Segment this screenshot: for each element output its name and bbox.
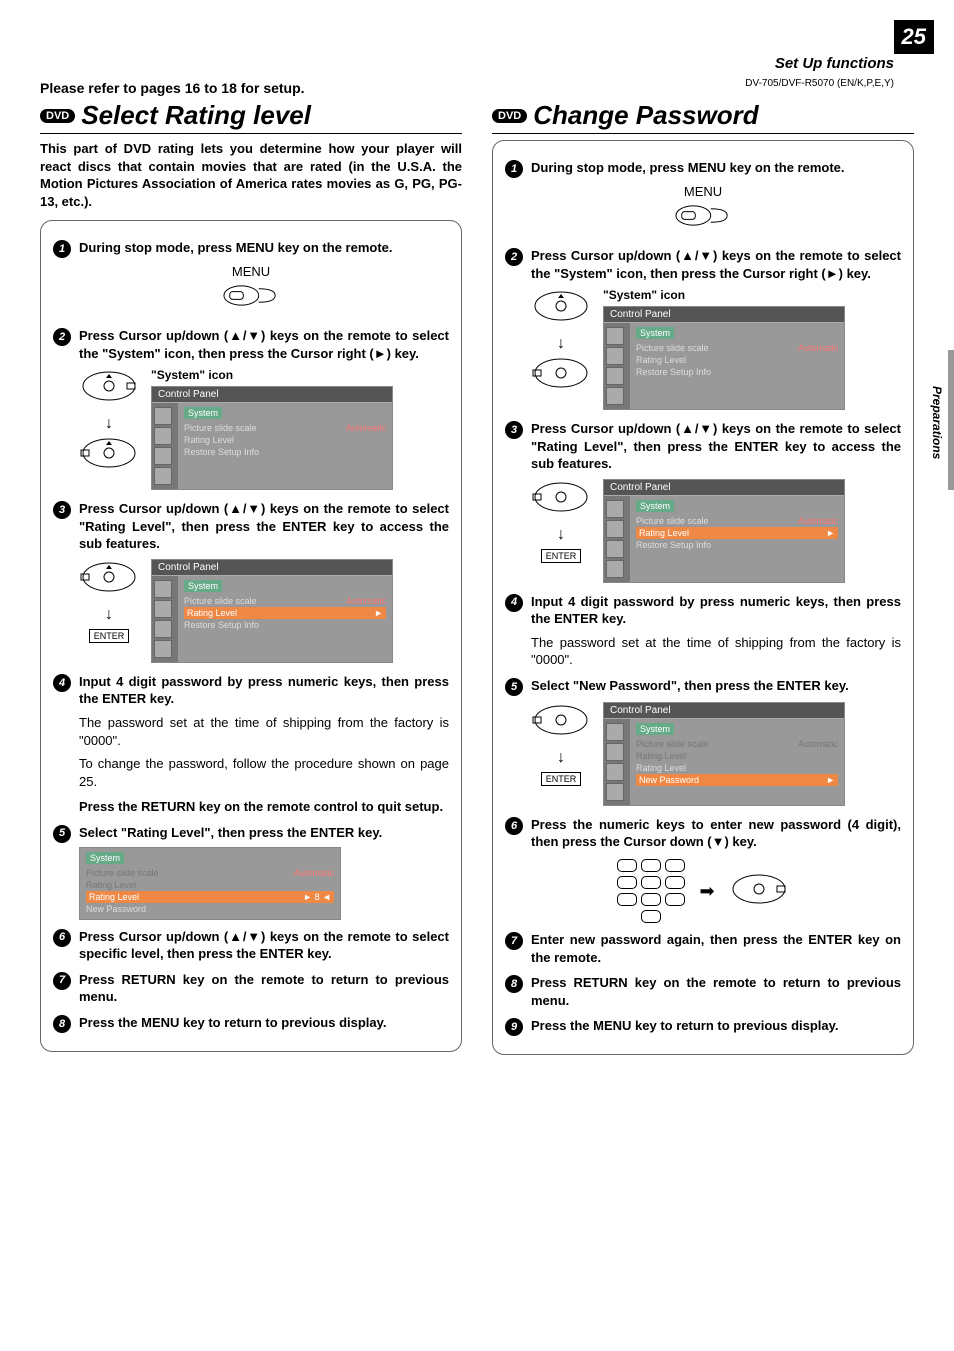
menu-label: MENU: [53, 264, 449, 279]
side-tab: Preparations: [928, 380, 946, 465]
remote-icon: [674, 201, 732, 230]
heading-left: DVD Select Rating level: [40, 100, 462, 134]
step-number: 8: [53, 1015, 71, 1033]
remote-diagram: ↓ ENTER: [531, 702, 591, 787]
step-text: Press Cursor up/down (▲/▼) keys on the r…: [531, 420, 901, 473]
remote-diagram: ↓: [79, 368, 139, 480]
menu-label: MENU: [505, 184, 901, 199]
intro-left: This part of DVD rating lets you determi…: [40, 140, 462, 210]
step-text: During stop mode, press MENU key on the …: [79, 239, 449, 258]
system-icon-label: "System" icon: [151, 368, 393, 382]
step-text: Press Cursor up/down (▲/▼) keys on the r…: [79, 928, 449, 963]
enter-button-label: ENTER: [89, 629, 130, 643]
step-number: 4: [53, 674, 71, 692]
osd-panel: Control Panel System Picture slide scale…: [603, 702, 845, 806]
dvd-badge-icon: DVD: [40, 109, 75, 123]
enter-button-label: ENTER: [541, 549, 582, 563]
step-text: Press the MENU key to return to previous…: [79, 1014, 449, 1033]
enter-button-label: ENTER: [541, 772, 582, 786]
step-number: 1: [53, 240, 71, 258]
step-number: 8: [505, 975, 523, 993]
step-text: Press the MENU key to return to previous…: [531, 1017, 901, 1036]
heading-left-text: Select Rating level: [81, 100, 311, 131]
step-text: Input 4 digit password by press numeric …: [79, 673, 449, 708]
step-text: Select "New Password", then press the EN…: [531, 677, 901, 696]
step-number: 7: [53, 972, 71, 990]
step-number: 2: [505, 248, 523, 266]
step-text: Select "Rating Level", then press the EN…: [79, 824, 449, 843]
osd-panel: Control Panel System Picture slide scale…: [603, 306, 845, 410]
step-number: 1: [505, 160, 523, 178]
remote-icon: [222, 281, 280, 310]
heading-right-text: Change Password: [533, 100, 758, 131]
step-number: 7: [505, 932, 523, 950]
note-text: The password set at the time of shipping…: [531, 634, 901, 669]
step-text: Press Cursor up/down (▲/▼) keys on the r…: [79, 500, 449, 553]
side-bar: [948, 350, 954, 490]
step-number: 4: [505, 594, 523, 612]
step-number: 2: [53, 328, 71, 346]
keypad-diagram: ➡: [505, 859, 901, 923]
dvd-badge-icon: DVD: [492, 109, 527, 123]
page-number: 25: [894, 20, 934, 54]
step-number: 9: [505, 1018, 523, 1036]
step-text: Press the numeric keys to enter new pass…: [531, 816, 901, 851]
step-number: 6: [505, 817, 523, 835]
remote-diagram: ↓ ENTER: [531, 479, 591, 564]
note-text: Press the RETURN key on the remote contr…: [79, 798, 449, 816]
osd-panel: System Picture slide scaleAutomatic Rati…: [79, 847, 341, 920]
step-text: Press RETURN key on the remote to return…: [79, 971, 449, 1006]
step-text: Enter new password again, then press the…: [531, 931, 901, 966]
osd-panel: Control Panel System Picture slide scale…: [151, 559, 393, 663]
step-number: 3: [53, 501, 71, 519]
step-text: Press RETURN key on the remote to return…: [531, 974, 901, 1009]
step-number: 5: [53, 825, 71, 843]
step-text: Press Cursor up/down (▲/▼) keys on the r…: [79, 327, 449, 362]
osd-panel: Control Panel System Picture slide scale…: [151, 386, 393, 490]
osd-title: Control Panel: [152, 387, 392, 403]
step-number: 5: [505, 678, 523, 696]
heading-right: DVD Change Password: [492, 100, 914, 134]
model-code: DV-705/DVF-R5070 (EN/K,P,E,Y): [745, 78, 894, 89]
note-text: To change the password, follow the proce…: [79, 755, 449, 790]
step-text: Press Cursor up/down (▲/▼) keys on the r…: [531, 247, 901, 282]
step-text: During stop mode, press MENU key on the …: [531, 159, 901, 178]
note-text: The password set at the time of shipping…: [79, 714, 449, 749]
step-number: 6: [53, 929, 71, 947]
system-icon-label: "System" icon: [603, 288, 845, 302]
osd-panel: Control Panel System Picture slide scale…: [603, 479, 845, 583]
step-number: 3: [505, 421, 523, 439]
remote-diagram: ↓: [531, 288, 591, 400]
step-text: Input 4 digit password by press numeric …: [531, 593, 901, 628]
remote-diagram: ↓ ENTER: [79, 559, 139, 644]
section-title: Set Up functions: [775, 55, 894, 72]
